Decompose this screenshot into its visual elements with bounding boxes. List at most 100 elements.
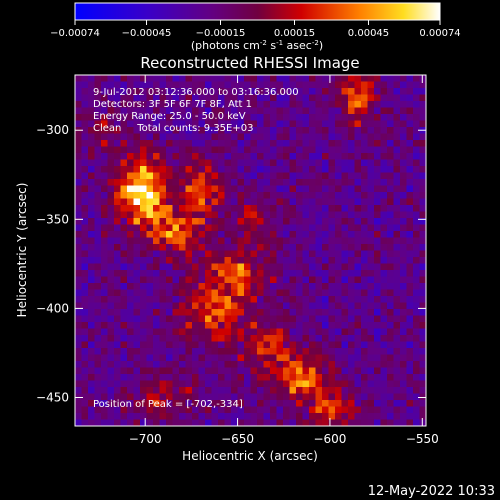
heatmap-cell xyxy=(192,374,200,382)
heatmap-cell xyxy=(101,192,109,200)
heatmap-cell xyxy=(328,159,336,167)
heatmap-cell xyxy=(276,101,284,109)
heatmap-cell xyxy=(205,400,213,408)
heatmap-cell xyxy=(237,198,245,206)
heatmap-cell xyxy=(127,159,135,167)
heatmap-cell xyxy=(237,81,245,89)
heatmap-cell xyxy=(296,367,304,375)
heatmap-cell xyxy=(263,146,271,154)
heatmap-cell xyxy=(166,413,174,421)
annotation-time: 9-Jul-2012 03:12:36.000 to 03:16:36.000 xyxy=(93,87,299,98)
heatmap-cell xyxy=(88,419,96,426)
heatmap-cell xyxy=(244,413,252,421)
heatmap-cell xyxy=(348,367,356,375)
heatmap-cell xyxy=(367,393,375,401)
heatmap-cell xyxy=(107,166,115,174)
heatmap-cell xyxy=(283,348,291,356)
heatmap-cell xyxy=(296,192,304,200)
heatmap-cell xyxy=(172,289,180,297)
heatmap-cell xyxy=(94,211,102,219)
heatmap-cell xyxy=(322,218,330,226)
heatmap-cell xyxy=(380,133,388,141)
heatmap-cell xyxy=(237,387,245,395)
heatmap-cell xyxy=(348,335,356,343)
heatmap-cell xyxy=(211,88,219,96)
heatmap-cell xyxy=(166,387,174,395)
heatmap-cell xyxy=(367,367,375,375)
heatmap-cell xyxy=(94,192,102,200)
heatmap-cell xyxy=(231,374,239,382)
heatmap-cell xyxy=(380,107,388,115)
heatmap-cell xyxy=(237,335,245,343)
heatmap-cell xyxy=(367,133,375,141)
heatmap-cell xyxy=(406,185,414,193)
heatmap-cell xyxy=(75,341,83,349)
heatmap-cell xyxy=(400,120,408,128)
heatmap-cell xyxy=(81,146,89,154)
heatmap-cell xyxy=(218,335,226,343)
heatmap-cell xyxy=(335,296,343,304)
heatmap-cell xyxy=(263,153,271,161)
heatmap-cell xyxy=(127,75,135,83)
heatmap-cell xyxy=(387,224,395,232)
heatmap-cell xyxy=(348,133,356,141)
heatmap-cell xyxy=(335,250,343,258)
heatmap-cell xyxy=(276,419,284,426)
heatmap-cell xyxy=(140,218,148,226)
heatmap-cell xyxy=(341,289,349,297)
heatmap-cell xyxy=(185,374,193,382)
heatmap-cell xyxy=(101,224,109,232)
heatmap-cell xyxy=(263,328,271,336)
heatmap-cell xyxy=(335,185,343,193)
heatmap-cell xyxy=(419,185,426,193)
heatmap-cell xyxy=(289,354,297,362)
heatmap-cell xyxy=(257,133,265,141)
heatmap-cell xyxy=(322,283,330,291)
heatmap-cell xyxy=(270,315,278,323)
heatmap-cell xyxy=(400,107,408,115)
heatmap-cell xyxy=(192,289,200,297)
heatmap-cell xyxy=(315,309,323,317)
heatmap-cell xyxy=(237,244,245,252)
heatmap-cell xyxy=(335,231,343,239)
heatmap-cell xyxy=(146,244,154,252)
heatmap-cell xyxy=(413,166,421,174)
heatmap-cell xyxy=(224,322,232,330)
heatmap-cell xyxy=(276,302,284,310)
heatmap-cell xyxy=(315,81,323,89)
heatmap-cell xyxy=(146,211,154,219)
heatmap-cell xyxy=(146,166,154,174)
heatmap-cell xyxy=(185,348,193,356)
heatmap-cell xyxy=(166,328,174,336)
heatmap-cell xyxy=(289,257,297,265)
heatmap-cell xyxy=(309,263,317,271)
heatmap-cell xyxy=(153,380,161,388)
heatmap-cell xyxy=(159,270,167,278)
heatmap-cell xyxy=(81,231,89,239)
heatmap-cell xyxy=(231,120,239,128)
heatmap-cell xyxy=(335,237,343,245)
heatmap-cell xyxy=(361,406,369,414)
heatmap-cell xyxy=(146,172,154,180)
heatmap-cell xyxy=(218,218,226,226)
heatmap-cell xyxy=(387,133,395,141)
heatmap-cell xyxy=(88,322,96,330)
heatmap-cell xyxy=(237,296,245,304)
heatmap-cell xyxy=(185,153,193,161)
heatmap-cell xyxy=(114,237,122,245)
heatmap-cell xyxy=(114,88,122,96)
heatmap-cell xyxy=(179,185,187,193)
heatmap-cell xyxy=(218,322,226,330)
heatmap-cell xyxy=(296,361,304,369)
heatmap-cell xyxy=(140,114,148,122)
heatmap-cell xyxy=(231,257,239,265)
heatmap-cell xyxy=(114,231,122,239)
heatmap-cell xyxy=(166,94,174,102)
heatmap-cell xyxy=(75,374,83,382)
heatmap-cell xyxy=(185,88,193,96)
heatmap-cell xyxy=(361,335,369,343)
heatmap-cell xyxy=(75,133,83,141)
heatmap-cell xyxy=(354,406,362,414)
heatmap-cell xyxy=(107,198,115,206)
heatmap-cell xyxy=(348,413,356,421)
